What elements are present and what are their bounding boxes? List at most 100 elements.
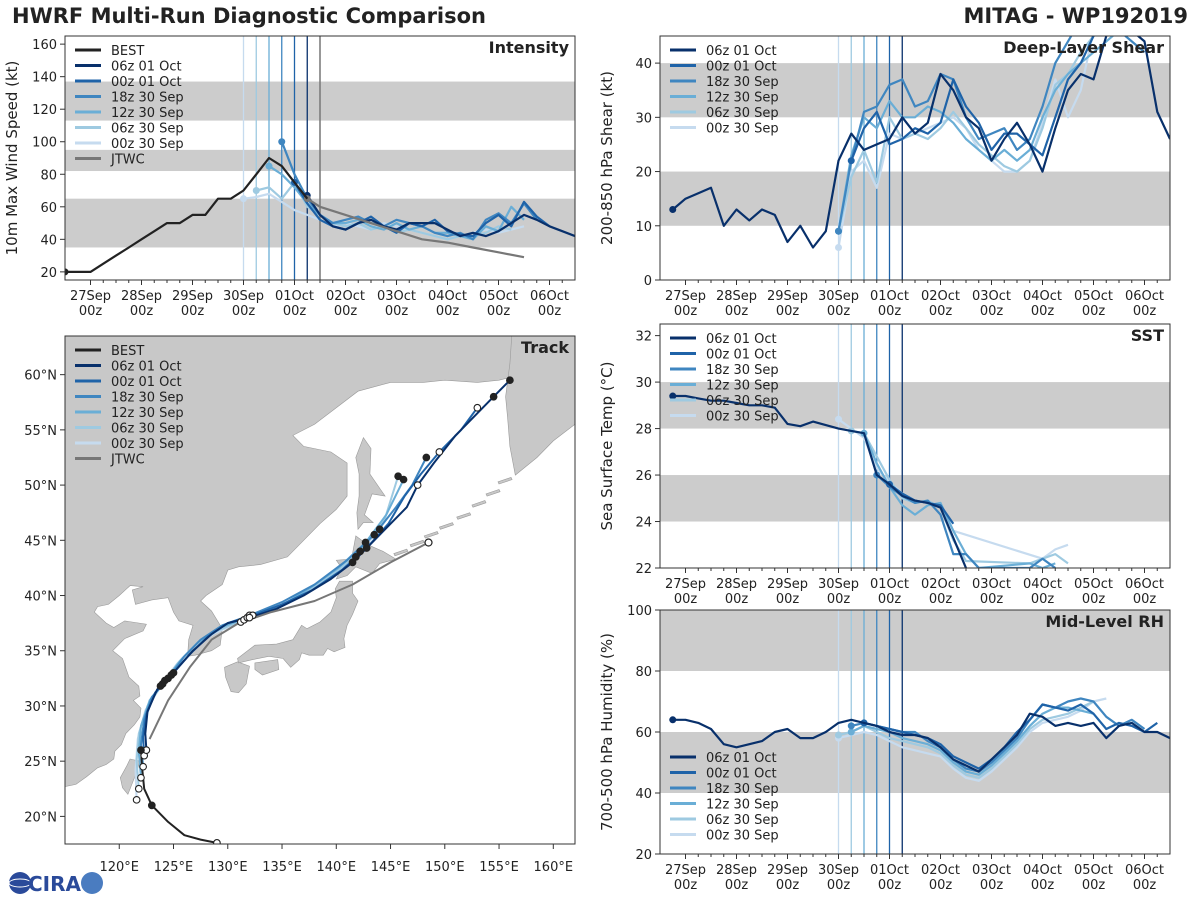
series-group-shear: [669, 36, 1170, 251]
track-marker: [506, 376, 514, 385]
x-tick-label: 00z: [878, 592, 902, 607]
lat-tick-label: 20°N: [24, 810, 57, 825]
legend-label: 00z 01 Oct: [706, 767, 777, 782]
lat-tick-label: 40°N: [24, 590, 57, 605]
lon-tick-label: 140°E: [317, 860, 357, 875]
x-tick-label: 00z: [929, 592, 953, 607]
y-tick-label: 22: [635, 562, 652, 577]
series-line: [306, 194, 575, 238]
series-line: [837, 36, 1115, 232]
y-tick-label: 10: [635, 220, 652, 235]
x-tick-label: 05Oct: [1074, 577, 1113, 592]
legend-label: 12z 30 Sep: [706, 798, 779, 813]
series-start-marker: [240, 195, 247, 203]
legend-label: 06z 30 Sep: [706, 813, 779, 828]
tracks-group: [132, 376, 514, 844]
legend-label: 18z 30 Sep: [111, 91, 184, 106]
x-tick-label: 01Oct: [870, 289, 909, 304]
x-tick-label: 00z: [1082, 592, 1106, 607]
band-rh-1: [660, 610, 1170, 671]
shikoku: [254, 659, 280, 676]
y-tick-label: 100: [32, 136, 57, 151]
panel-shear: 01020304027Sep00z28Sep00z29Sep00z30Sep00…: [598, 35, 1171, 319]
x-tick-label: 00z: [1082, 878, 1106, 893]
series-start-marker: [65, 268, 69, 276]
x-tick-label: 02Oct: [326, 289, 365, 304]
legend-label: 12z 30 Sep: [111, 106, 184, 121]
legend-label: 00z 01 Oct: [706, 60, 777, 75]
x-tick-label: 00z: [79, 304, 103, 319]
legend-label: 06z 01 Oct: [111, 360, 182, 375]
legend-label: 00z 01 Oct: [111, 75, 182, 90]
track-marker: [139, 762, 147, 771]
legend-label: 00z 30 Sep: [706, 829, 779, 844]
legend-label: JTWC: [110, 453, 145, 468]
y-tick-label: 60: [635, 726, 652, 741]
x-tick-label: 00z: [980, 592, 1004, 607]
x-tick-label: 00z: [674, 592, 698, 607]
lon-tick-label: 155°E: [479, 860, 519, 875]
legend-label: 06z 01 Oct: [706, 44, 777, 59]
x-tick-label: 27Sep: [665, 577, 706, 592]
track-marker: [370, 530, 379, 539]
series-start-marker: [669, 392, 677, 400]
x-tick-label: 03Oct: [377, 289, 416, 304]
x-tick-label: 28Sep: [716, 289, 757, 304]
x-tick-label: 29Sep: [767, 863, 808, 878]
x-tick-label: 00z: [538, 304, 562, 319]
x-tick-label: 30Sep: [818, 577, 859, 592]
x-tick-label: 00z: [776, 592, 800, 607]
x-tick-label: 01Oct: [870, 863, 909, 878]
x-tick-label: 01Oct: [870, 577, 909, 592]
legend-label: 06z 30 Sep: [111, 122, 184, 137]
lat-tick-label: 45°N: [24, 534, 57, 549]
series-start-marker: [835, 731, 842, 739]
x-tick-label: 28Sep: [716, 863, 757, 878]
legend-label: 00z 01 Oct: [706, 348, 777, 363]
y-tick-label: 28: [635, 423, 652, 438]
x-tick-label: 00z: [827, 878, 851, 893]
kuril-island: [471, 500, 487, 508]
track-marker: [132, 795, 141, 804]
y-tick-label: 30: [635, 111, 652, 126]
series-start-marker: [835, 415, 842, 423]
y-tick-label: 30: [635, 376, 652, 391]
lon-tick-label: 125°E: [154, 860, 194, 875]
legend-label: 12z 30 Sep: [111, 406, 184, 421]
cira-logo: CIRA: [6, 868, 106, 898]
lat-tick-label: 60°N: [24, 369, 57, 384]
track-marker: [489, 392, 498, 401]
series-line: [672, 712, 1170, 773]
panel-intensity: 2040608010012014016027Sep00z28Sep00z29Se…: [3, 35, 576, 319]
track-marker: [245, 613, 254, 622]
kuril-island: [423, 531, 439, 539]
y-tick-label: 80: [635, 665, 652, 680]
x-tick-label: 30Sep: [223, 289, 264, 304]
x-tick-label: 00z: [1082, 304, 1106, 319]
legend-label: 18z 30 Sep: [706, 782, 779, 797]
sakhalin: [355, 436, 386, 531]
lon-tick-label: 130°E: [208, 860, 248, 875]
legend-label: BEST: [111, 344, 144, 359]
x-tick-label: 06Oct: [1125, 577, 1164, 592]
lat-tick-label: 55°N: [24, 424, 57, 439]
x-tick-label: 27Sep: [665, 863, 706, 878]
y-tick-label: 40: [40, 233, 57, 248]
panel-track: 120°E 125°E 130°E 135°E 140°E 145°E 150°E 155°E…: [24, 335, 576, 875]
series-group-rh: [669, 697, 1170, 782]
legend-label: 12z 30 Sep: [706, 91, 779, 106]
x-tick-label: 04Oct: [1023, 863, 1062, 878]
x-tick-label: 00z: [674, 878, 698, 893]
y-tick-label: 26: [635, 469, 652, 484]
x-tick-label: 00z: [980, 878, 1004, 893]
kamchatka: [505, 336, 575, 476]
series-start-marker: [252, 187, 260, 195]
y-tick-label: 0: [644, 274, 652, 289]
series-line: [672, 394, 968, 568]
legend-label: 00z 01 Oct: [111, 375, 182, 390]
swirl-icon: [81, 872, 103, 894]
lon-tick-label: 135°E: [262, 860, 302, 875]
